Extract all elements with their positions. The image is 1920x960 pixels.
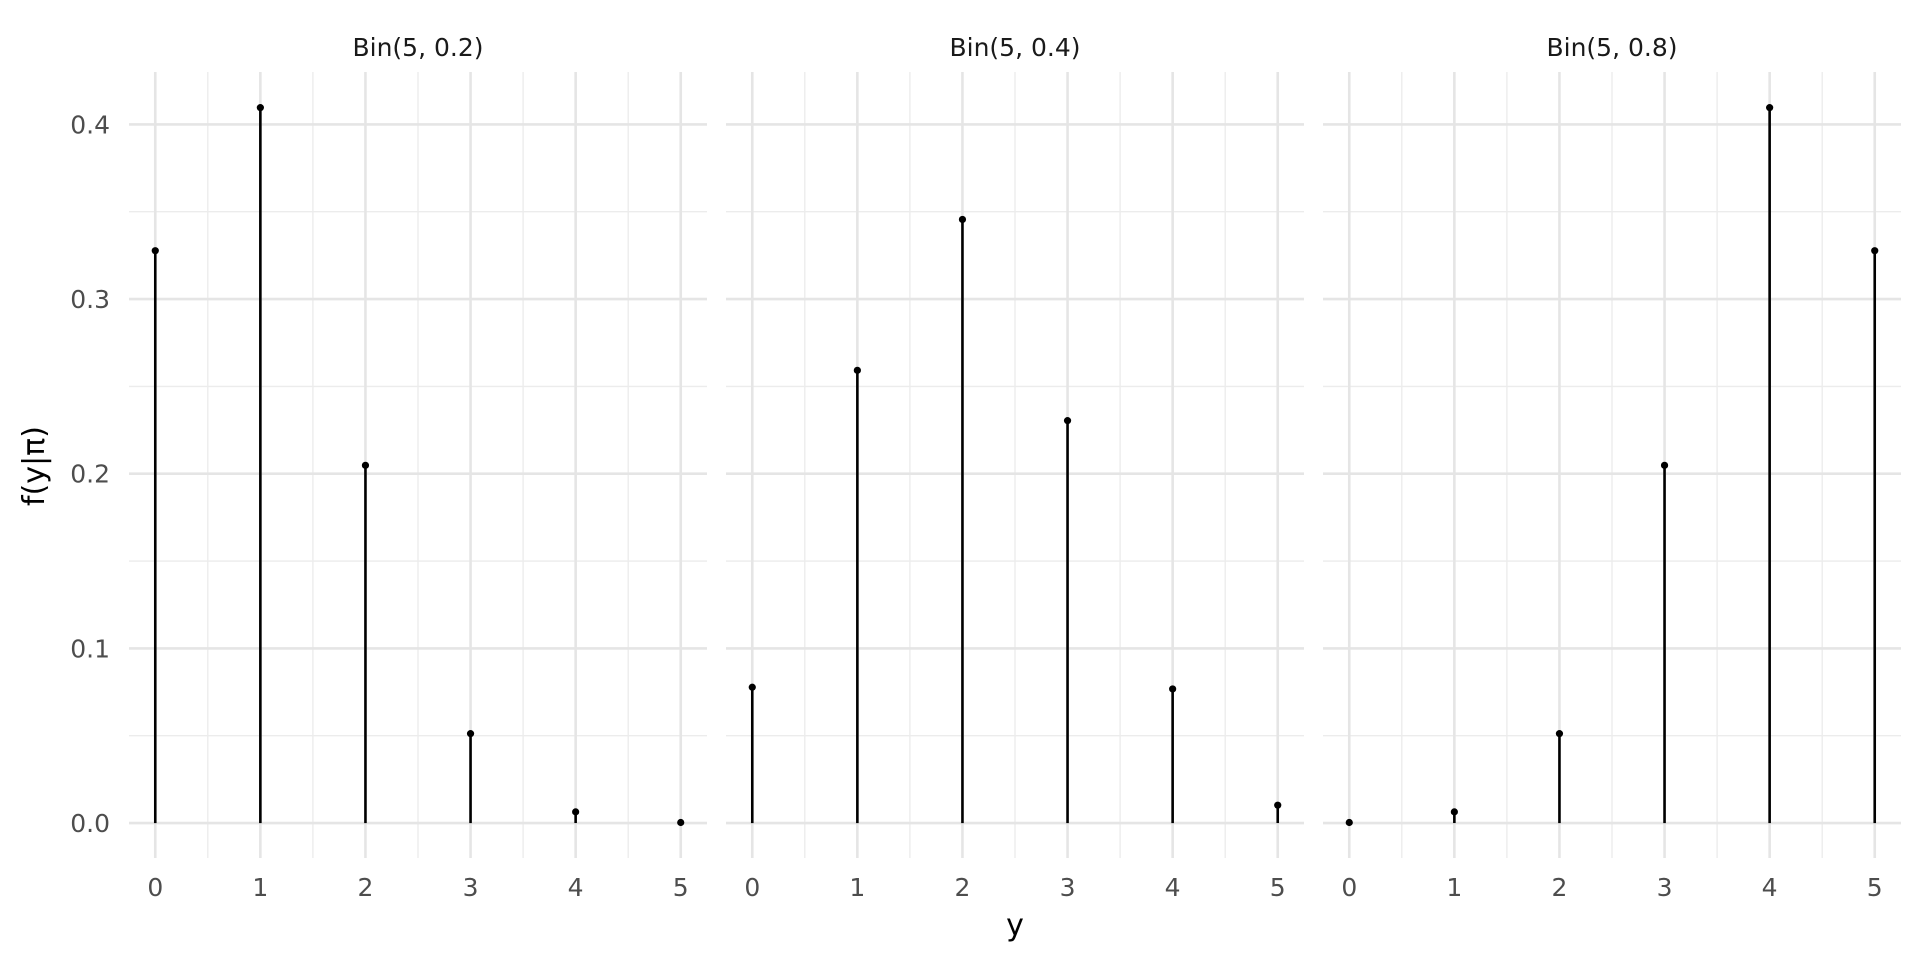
lollipop-point	[1555, 730, 1564, 738]
x-tick-label: 5	[1270, 873, 1286, 902]
x-tick-label: 4	[1762, 873, 1778, 902]
x-tick-label: 2	[955, 873, 971, 902]
x-tick-label: 1	[849, 873, 865, 902]
y-tick-label: 0.1	[70, 634, 110, 663]
x-tick-label: 3	[463, 873, 479, 902]
x-tick-label: 3	[1060, 873, 1076, 902]
lollipop-point	[748, 683, 756, 691]
facet-title: Bin(5, 0.4)	[949, 33, 1080, 62]
y-tick-label: 0.3	[70, 285, 110, 314]
lollipop-point	[1274, 801, 1282, 809]
lollipop-point	[1766, 104, 1774, 112]
lollipop-point	[1450, 808, 1458, 816]
lollipop-point	[572, 808, 580, 816]
lollipop-point	[1063, 417, 1072, 425]
x-tick-label: 5	[1867, 873, 1883, 902]
x-tick-label: 0	[147, 873, 163, 902]
lollipop-point	[361, 461, 370, 469]
lollipop-point	[466, 730, 475, 738]
facet-title: Bin(5, 0.2)	[352, 33, 483, 62]
y-tick-label: 0.0	[70, 809, 110, 838]
x-tick-label: 2	[358, 873, 374, 902]
x-tick-label: 3	[1657, 873, 1673, 902]
x-tick-label: 0	[744, 873, 760, 902]
facet-panel: Bin(5, 0.8) 0 1 2 3 4 5	[1323, 33, 1901, 902]
lollipop-point	[1169, 685, 1177, 693]
lollipop-point	[1660, 461, 1669, 469]
x-tick-label: 4	[1165, 873, 1181, 902]
lollipop-point	[853, 366, 861, 374]
x-tick-label: 1	[1446, 873, 1462, 902]
y-axis-ticks: 0.0 0.1 0.2 0.3 0.4	[70, 110, 110, 838]
lollipop-point	[151, 247, 159, 255]
lollipop-point	[677, 818, 685, 827]
lollipop-point	[1345, 818, 1353, 827]
facet-panel: Bin(5, 0.4) 0 1 2 3 4 5	[726, 33, 1304, 902]
x-tick-label: 4	[568, 873, 584, 902]
lollipop-point	[1871, 247, 1879, 255]
facet-title: Bin(5, 0.8)	[1546, 33, 1677, 62]
lollipop-point	[958, 215, 967, 224]
x-tick-label: 5	[673, 873, 689, 902]
y-tick-label: 0.4	[70, 110, 110, 139]
y-axis-title: f(y|π)	[17, 426, 52, 506]
x-tick-label: 0	[1341, 873, 1357, 902]
x-tick-label: 1	[252, 873, 268, 902]
lollipop-point	[256, 104, 264, 112]
x-axis-title: y	[1006, 908, 1024, 943]
y-tick-label: 0.2	[70, 460, 110, 489]
facet-panel: Bin(5, 0.2) 0 1 2 3 4 5	[129, 33, 707, 902]
x-tick-label: 2	[1552, 873, 1568, 902]
